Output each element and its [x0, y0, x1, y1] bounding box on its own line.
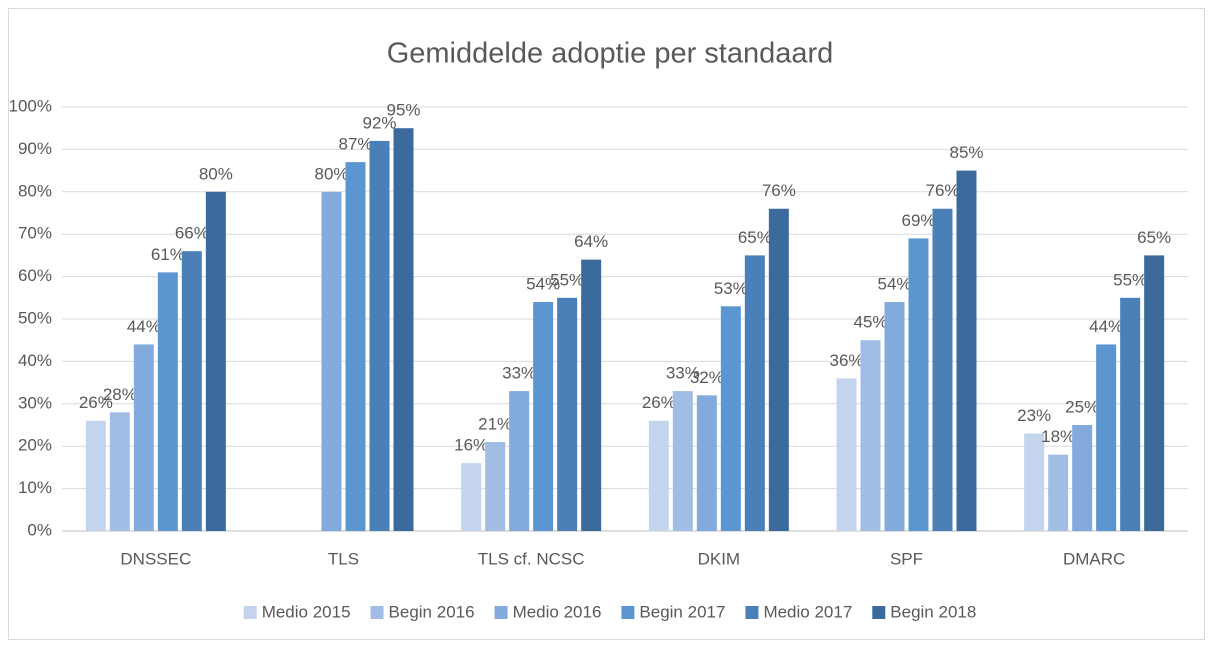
y-tick-label: 70%	[18, 224, 52, 243]
bar	[744, 255, 765, 531]
x-tick-label: DNSSEC	[120, 549, 191, 568]
value-label: 36%	[829, 351, 863, 370]
bar	[696, 395, 717, 531]
value-label: 33%	[502, 364, 536, 383]
bar	[648, 420, 669, 531]
value-label: 65%	[1137, 228, 1171, 247]
value-label: 25%	[1065, 397, 1099, 416]
value-label: 26%	[79, 393, 113, 412]
value-label: 64%	[574, 232, 608, 251]
y-tick-label: 80%	[18, 181, 52, 200]
value-label: 33%	[666, 364, 700, 383]
y-tick-label: 40%	[18, 351, 52, 370]
bar	[720, 306, 741, 531]
legend-swatch	[494, 606, 508, 619]
bar	[1072, 425, 1093, 531]
value-label: 18%	[1041, 427, 1075, 446]
bar	[205, 191, 226, 532]
value-label: 44%	[127, 317, 161, 336]
value-label: 55%	[550, 270, 584, 289]
value-label: 85%	[949, 143, 983, 162]
bar	[1096, 344, 1117, 531]
legend-label: Medio 2016	[513, 602, 602, 621]
y-tick-label: 20%	[18, 436, 52, 455]
bar	[85, 420, 106, 531]
bar	[157, 272, 178, 531]
value-label: 28%	[103, 385, 137, 404]
value-label: 76%	[925, 181, 959, 200]
bar	[884, 302, 905, 531]
bar	[533, 302, 554, 531]
value-label: 23%	[1017, 406, 1051, 425]
x-tick-label: DMARC	[1063, 549, 1125, 568]
value-label: 80%	[199, 164, 233, 183]
bar	[393, 128, 414, 531]
legend-swatch	[243, 606, 257, 619]
bar	[1120, 297, 1141, 531]
value-label: 44%	[1089, 317, 1123, 336]
bar	[181, 251, 202, 531]
value-label: 26%	[642, 393, 676, 412]
bar	[836, 378, 857, 531]
value-label: 95%	[386, 101, 420, 120]
value-label: 65%	[738, 228, 772, 247]
x-tick-label: DKIM	[698, 549, 741, 568]
y-tick-label: 0%	[27, 520, 52, 539]
value-label: 92%	[362, 113, 396, 132]
value-label: 16%	[454, 436, 488, 455]
value-label: 66%	[175, 224, 209, 243]
x-tick-label: SPF	[890, 549, 923, 568]
bar	[345, 162, 366, 531]
legend-label: Medio 2017	[763, 602, 852, 621]
value-label: 21%	[478, 414, 512, 433]
value-label: 55%	[1113, 270, 1147, 289]
bar	[461, 463, 482, 531]
bar	[509, 391, 530, 531]
y-tick-label: 90%	[18, 139, 52, 158]
y-tick-label: 60%	[18, 266, 52, 285]
bar	[860, 340, 881, 531]
y-tick-label: 50%	[18, 308, 52, 327]
value-label: 53%	[714, 279, 748, 298]
x-tick-label: TLS cf. NCSC	[478, 549, 585, 568]
legend-swatch	[370, 606, 384, 619]
bar	[369, 140, 390, 532]
bar	[133, 344, 154, 531]
legend-swatch	[745, 606, 759, 619]
bar	[581, 259, 602, 531]
bar	[908, 238, 929, 531]
value-label: 45%	[853, 313, 887, 332]
value-label: 76%	[762, 181, 796, 200]
chart-title: Gemiddelde adoptie per standaard	[387, 38, 834, 70]
value-label: 87%	[338, 135, 372, 154]
value-label: 32%	[690, 368, 724, 387]
legend-label: Medio 2015	[262, 602, 351, 621]
bar	[1144, 255, 1165, 531]
y-tick-label: 100%	[9, 96, 52, 115]
value-label: 54%	[877, 275, 911, 294]
value-label: 61%	[151, 245, 185, 264]
legend-label: Begin 2017	[639, 602, 725, 621]
bar	[672, 391, 693, 531]
value-label: 80%	[314, 164, 348, 183]
bar	[932, 208, 953, 531]
legend-swatch	[872, 606, 886, 619]
legend-label: Begin 2016	[389, 602, 475, 621]
bar	[1024, 433, 1045, 531]
legend-label: Begin 2018	[890, 602, 976, 621]
x-tick-label: TLS	[328, 549, 359, 568]
bar	[485, 441, 506, 531]
bar	[768, 208, 789, 531]
bar	[956, 170, 977, 531]
bar	[1048, 454, 1069, 531]
legend-swatch	[621, 606, 635, 619]
value-label: 54%	[526, 275, 560, 294]
y-tick-label: 10%	[18, 478, 52, 497]
y-tick-label: 30%	[18, 393, 52, 412]
bar	[557, 297, 578, 531]
bar	[109, 412, 130, 531]
value-label: 69%	[901, 211, 935, 230]
bar	[321, 191, 342, 532]
